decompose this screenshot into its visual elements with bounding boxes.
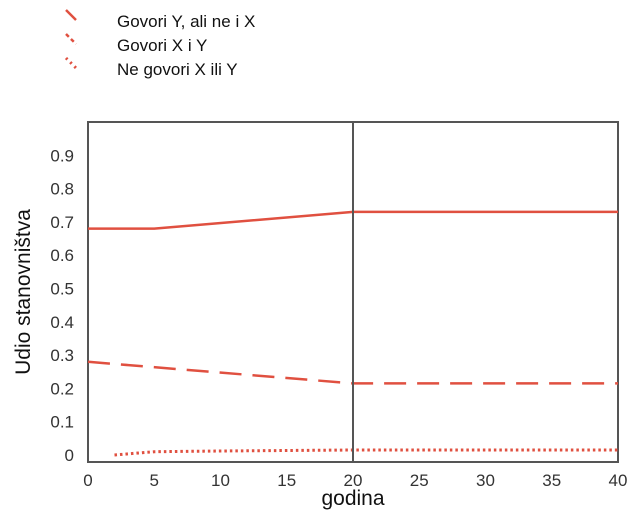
legend: Govori Y, ali ne i X Govori X i Y Ne govor… xyxy=(64,9,255,79)
y-tick-label-1: 0.1 xyxy=(50,413,74,432)
x-tick-label-7: 35 xyxy=(542,471,561,490)
y-tick-label-7: 0.7 xyxy=(50,213,74,232)
x-tick-label-6: 30 xyxy=(476,471,495,490)
legend-marker-dotted xyxy=(64,56,78,70)
legend-label-dotted: Ne govori X ili Y xyxy=(117,60,238,79)
legend-label-dashed: Govori X i Y xyxy=(117,36,207,55)
y-tick-label-5: 0.5 xyxy=(50,280,74,299)
x-tick-label-2: 10 xyxy=(211,471,230,490)
x-tick-label-4: 20 xyxy=(344,471,363,490)
y-axis-title: Udio stanovništva xyxy=(12,209,35,375)
y-tick-labels: 0 0.1 0.2 0.3 0.4 0.5 0.6 0.7 0.8 0.9 xyxy=(50,146,74,465)
y-tick-label-6: 0.6 xyxy=(50,246,74,265)
y-tick-label-8: 0.8 xyxy=(50,180,74,199)
x-tick-label-3: 15 xyxy=(277,471,296,490)
y-tick-label-3: 0.3 xyxy=(50,346,74,365)
y-tick-label-0: 0 xyxy=(65,446,74,465)
legend-marker-dashed xyxy=(65,33,77,45)
y-tick-label-2: 0.2 xyxy=(50,379,74,398)
legend-label-solid: Govori Y, ali ne i X xyxy=(117,12,255,31)
x-tick-label-5: 25 xyxy=(410,471,429,490)
series-line-dotted xyxy=(114,448,618,457)
x-tick-label-1: 5 xyxy=(150,471,159,490)
x-tick-label-0: 0 xyxy=(83,471,92,490)
x-tick-labels: 0 5 10 15 20 25 30 35 40 xyxy=(83,471,627,490)
x-axis-title: godina xyxy=(321,487,384,510)
legend-marker-solid xyxy=(65,9,77,21)
y-tick-label-9: 0.9 xyxy=(50,146,74,165)
x-tick-label-8: 40 xyxy=(609,471,628,490)
y-tick-label-4: 0.4 xyxy=(50,313,74,332)
series-line-solid xyxy=(88,210,618,230)
